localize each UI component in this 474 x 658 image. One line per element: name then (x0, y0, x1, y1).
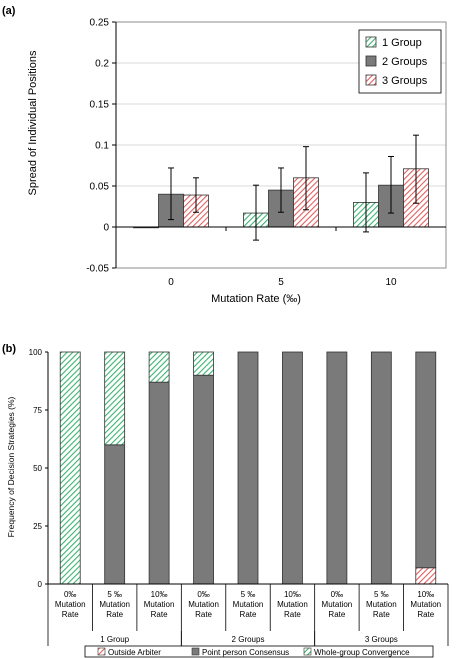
axes-b (47, 352, 448, 585)
y-tick-label: 100 (29, 348, 43, 357)
x-tick-label: 0‰ (197, 590, 209, 599)
x-tick-label: 10‰ (284, 590, 301, 599)
legend-label: Outside Arbiter (108, 648, 161, 657)
panel-label-b: (b) (2, 343, 16, 355)
y-tick-label: 75 (33, 406, 42, 415)
legend-swatch (365, 74, 377, 86)
bars-b (59, 351, 437, 585)
x-tick-label: 10‰ (417, 590, 434, 599)
stacked-bar-segment (193, 374, 214, 585)
bars-a (133, 134, 429, 241)
legend-box (84, 645, 434, 658)
x-tick-label: 0‰ (64, 590, 76, 599)
legend-swatch (303, 647, 312, 656)
x-tick-label: 10‰ (151, 590, 168, 599)
stacked-bar-segment (104, 444, 126, 585)
x-tick-label: Rate (417, 610, 434, 619)
legend-a: 1 Group 2 Groups 3 Groups (358, 29, 442, 94)
axes-a (115, 21, 447, 269)
x-tick-label: Mutation (322, 600, 353, 609)
y-axis-label-b: Frequency of Decision Strategies (%) (6, 396, 16, 537)
y-tick-labels-b: 0 25 50 75 100 (29, 348, 43, 589)
legend-swatch (191, 647, 200, 656)
stacked-bar-segment (193, 351, 214, 376)
panel-label-a: (a) (2, 5, 16, 17)
legend-label: Point person Consensus (202, 648, 289, 657)
group-label: 2 Groups (232, 635, 265, 644)
legend-b: Outside Arbiter Point person Consensus Who… (84, 645, 434, 658)
legend-swatch (365, 36, 377, 48)
x-tick-label: 5 ‰ (107, 590, 122, 599)
stacked-bar-segment (415, 351, 437, 569)
y-tick-label: 0 (103, 223, 109, 234)
y-tick-label: 0.1 (95, 141, 109, 152)
x-tick-label: Mutation (99, 600, 130, 609)
x-tick-label: 5 ‰ (374, 590, 389, 599)
x-tick-label: Rate (195, 610, 212, 619)
x-tick-label: 0‰ (331, 590, 343, 599)
x-tick-label: Mutation (55, 600, 86, 609)
x-tick-label: Rate (240, 610, 257, 619)
stacked-bar-segment (148, 381, 170, 585)
legend-label: 1 Group (382, 37, 422, 49)
x-tick-label: 0 (168, 277, 174, 288)
y-tick-label: 0.15 (90, 100, 110, 111)
y-tick-label: -0.05 (86, 264, 109, 275)
stacked-bar-segment (148, 351, 170, 383)
x-tick-label: Rate (373, 610, 390, 619)
y-tick-label: 0.2 (95, 59, 109, 70)
x-tick-label: Mutation (233, 600, 264, 609)
x-tick-label: Rate (106, 610, 123, 619)
x-tick-label: Rate (284, 610, 301, 619)
legend-label: 3 Groups (382, 75, 428, 87)
legend-swatch (97, 647, 106, 656)
x-tick-label: Rate (62, 610, 79, 619)
panel-a: (a) -0.05 0 0.05 0.1 0.15 0.2 0.25 0 5 10 Spread… (2, 5, 447, 305)
x-tick-label: Mutation (410, 600, 441, 609)
x-tick-label: Mutation (366, 600, 397, 609)
x-tick-label: 10 (385, 277, 397, 288)
stacked-bar-segment (237, 351, 259, 585)
y-tick-label: 25 (33, 522, 42, 531)
x-axis-label-a: Mutation Rate (‰) (211, 293, 301, 305)
stacked-bar-segment (282, 351, 303, 585)
x-tick-label: Rate (151, 610, 168, 619)
stacked-bar-segment (104, 351, 126, 446)
stacked-bar-segment (326, 351, 348, 585)
legend-label: Whole-group Convergence (314, 648, 410, 657)
x-tick-label: Mutation (144, 600, 175, 609)
x-tick-labels-a: 0 5 10 (168, 277, 397, 288)
y-tick-label: 0.05 (90, 182, 110, 193)
x-tick-label: Mutation (188, 600, 219, 609)
x-tick-label: Rate (328, 610, 345, 619)
group-label: 1 Group (100, 635, 129, 644)
x-tick-label: 5 (278, 277, 284, 288)
stacked-bar-segment (59, 351, 81, 585)
y-axis-label-a: Spread of Individual Positions (27, 50, 39, 195)
y-tick-label: 0.25 (90, 18, 110, 29)
y-tick-label: 0 (38, 580, 43, 589)
stacked-bar-segment (415, 567, 437, 585)
y-tick-labels-a: -0.05 0 0.05 0.1 0.15 0.2 0.25 (86, 18, 109, 275)
y-tick-label: 50 (33, 464, 42, 473)
legend-swatch (365, 55, 377, 67)
stacked-bar-segment (370, 351, 392, 585)
group-label: 3 Groups (365, 635, 398, 644)
legend-label: 2 Groups (382, 56, 428, 68)
x-tick-label: 5 ‰ (241, 590, 256, 599)
x-tick-label: Mutation (277, 600, 308, 609)
